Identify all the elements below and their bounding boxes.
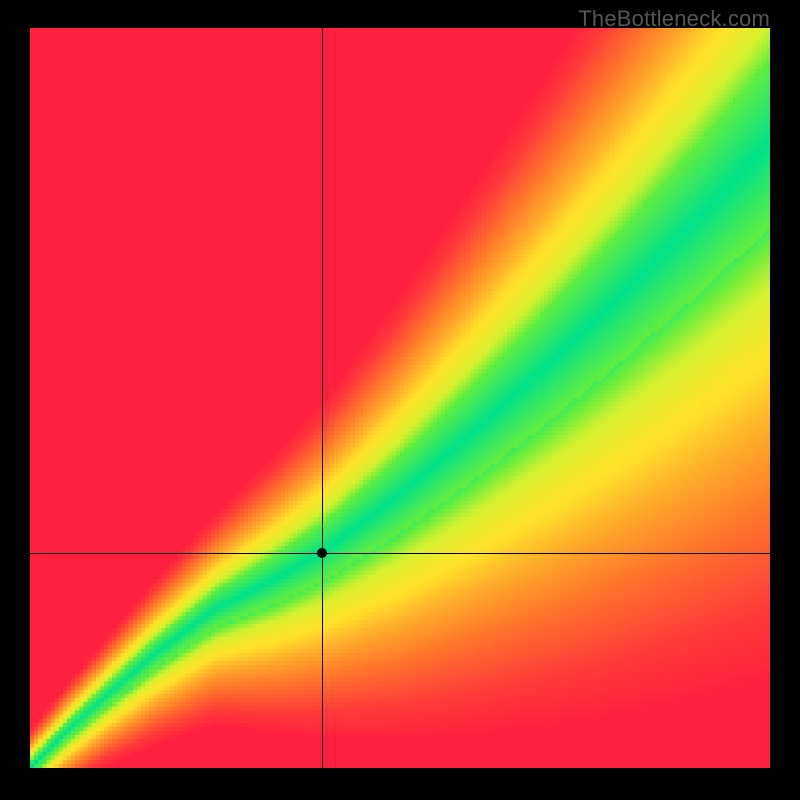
crosshair-marker <box>317 548 327 558</box>
crosshair-vertical <box>322 28 323 768</box>
heatmap-canvas <box>30 28 770 768</box>
watermark-text: TheBottleneck.com <box>578 6 770 32</box>
crosshair-horizontal <box>30 553 770 554</box>
plot-area <box>30 28 770 768</box>
chart-container: { "watermark": { "text": "TheBottleneck.… <box>0 0 800 800</box>
